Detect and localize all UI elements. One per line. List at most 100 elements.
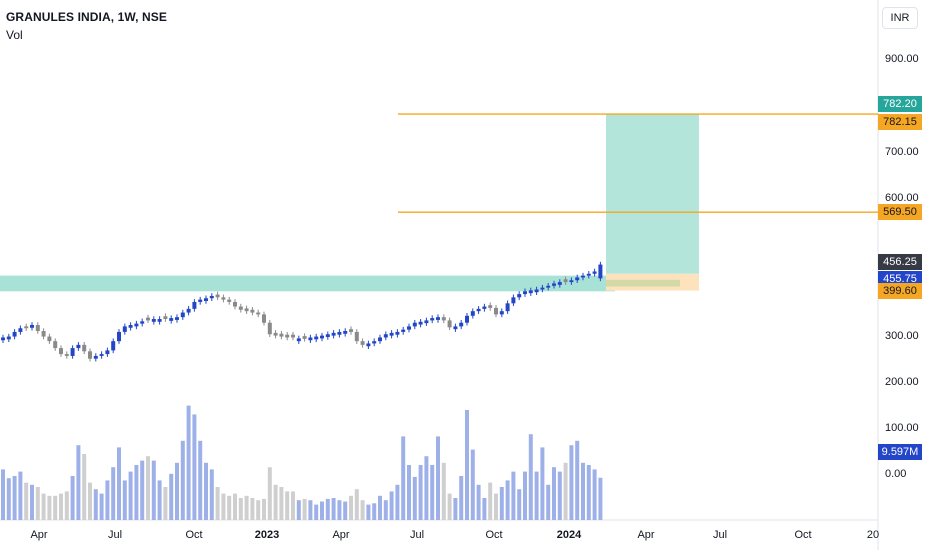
currency-button[interactable]: INR xyxy=(882,7,918,29)
volume-bar xyxy=(169,473,174,520)
volume-bar xyxy=(221,493,226,520)
volume-bar xyxy=(325,498,330,520)
candle xyxy=(180,312,185,318)
volume-bar xyxy=(412,476,417,520)
volume-bar xyxy=(64,491,69,520)
volume-bar xyxy=(331,498,336,520)
candle xyxy=(453,326,458,330)
volume-bar xyxy=(105,480,110,520)
time-tick: Jul xyxy=(409,529,425,541)
price-tick: 200.00 xyxy=(885,376,919,388)
level-569-label: 569.50 xyxy=(878,204,922,221)
candle xyxy=(128,325,133,328)
volume-bar xyxy=(424,456,429,520)
volume-bar xyxy=(6,478,11,520)
volume-bar xyxy=(511,471,516,520)
candle xyxy=(99,354,104,356)
volume-bar xyxy=(557,471,562,520)
volume-bar xyxy=(76,445,81,520)
candle xyxy=(186,308,191,313)
volume-bar xyxy=(250,498,255,520)
volume-bar xyxy=(146,456,150,520)
volume-bar xyxy=(233,493,237,520)
candle xyxy=(244,308,249,312)
candle xyxy=(488,305,493,308)
support-zone xyxy=(0,275,615,292)
candle xyxy=(517,294,522,298)
candle xyxy=(465,315,469,323)
candle xyxy=(273,332,278,336)
volume-bar xyxy=(308,500,313,520)
volume-bar xyxy=(279,487,284,520)
position-progress xyxy=(606,279,680,287)
volume-bar xyxy=(53,495,58,520)
price-tick: 300.00 xyxy=(885,330,919,342)
volume-bar xyxy=(267,467,272,520)
volume-bar xyxy=(117,447,121,520)
volume-bar xyxy=(360,500,365,520)
volume-bar xyxy=(505,480,510,520)
volume-bar xyxy=(523,471,527,520)
candle xyxy=(470,311,475,316)
time-tick: Jul xyxy=(712,529,728,541)
candle xyxy=(285,334,290,338)
candle xyxy=(366,343,371,347)
volume-bar xyxy=(476,484,481,520)
volume-bar xyxy=(447,493,452,520)
candle xyxy=(401,329,406,332)
volume-bar xyxy=(407,465,411,520)
volume-bar xyxy=(314,504,319,520)
price-tick: 100.00 xyxy=(885,422,919,434)
price-tick: 900.00 xyxy=(885,53,919,65)
candle xyxy=(586,273,591,276)
candle xyxy=(47,336,52,342)
candle xyxy=(592,271,597,274)
candle xyxy=(256,312,261,315)
candle xyxy=(227,299,232,302)
price-tick: 600.00 xyxy=(885,192,919,204)
volume-bar xyxy=(82,454,87,520)
volume-bar xyxy=(372,503,377,520)
last-high-label: 456.25 xyxy=(878,254,922,271)
volume-bar xyxy=(47,495,52,520)
candle xyxy=(389,332,394,336)
volume-bar xyxy=(140,460,145,520)
volume-bar xyxy=(383,500,388,520)
candle xyxy=(6,336,11,340)
candle xyxy=(64,354,69,356)
volume-bar xyxy=(470,449,475,520)
candle xyxy=(378,337,382,342)
candle xyxy=(581,275,585,278)
volume-bar xyxy=(30,484,34,520)
candle xyxy=(238,306,243,310)
candle xyxy=(262,314,266,323)
candle xyxy=(140,321,145,324)
candle xyxy=(82,344,87,352)
time-tick: Apr xyxy=(30,529,48,541)
candle xyxy=(267,322,272,335)
candle xyxy=(412,322,417,327)
volume-bar xyxy=(163,487,168,520)
level-782-label: 782.15 xyxy=(878,114,922,131)
volume-indicator-label[interactable]: Vol xyxy=(6,28,23,42)
volume-bar xyxy=(93,489,98,520)
candle xyxy=(204,298,208,302)
volume-bar xyxy=(389,491,394,520)
time-tick: Apr xyxy=(332,529,350,541)
volume-bar xyxy=(70,476,75,520)
target-zone xyxy=(606,114,699,274)
volume-bar xyxy=(215,487,220,520)
volume-bar xyxy=(238,498,243,520)
candle xyxy=(436,317,440,320)
volume-bar xyxy=(88,482,92,520)
candle xyxy=(528,290,533,294)
candle xyxy=(70,348,75,356)
candle xyxy=(146,317,150,321)
volume-bar xyxy=(354,489,359,520)
volume-bar xyxy=(378,495,382,520)
volume-bar xyxy=(569,445,574,520)
volume-bar xyxy=(494,493,498,520)
candle xyxy=(395,331,400,335)
candle xyxy=(76,344,81,349)
